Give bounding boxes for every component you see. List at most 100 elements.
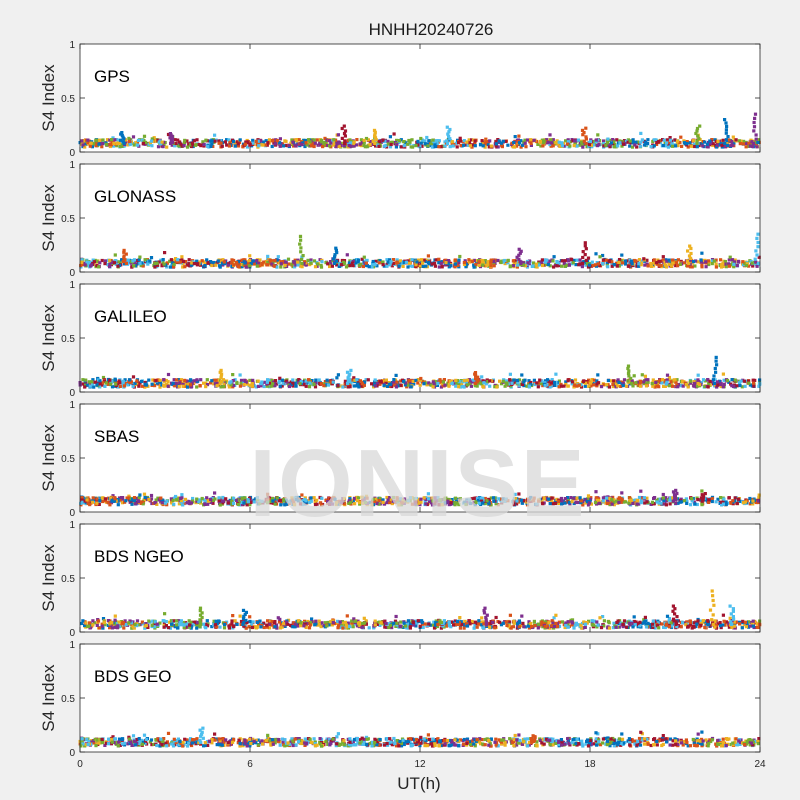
data-point [85,500,89,504]
data-point [540,258,544,262]
data-point [240,502,244,507]
data-point [462,143,466,147]
data-point [190,263,194,267]
data-point [520,373,524,377]
spike-point [123,258,127,262]
data-point [362,496,366,500]
data-point [498,379,502,383]
data-point [90,145,94,149]
data-point [106,382,110,386]
data-point [317,378,321,382]
data-point [352,376,356,380]
data-point [388,135,392,139]
data-point [90,500,94,504]
data-point [438,498,442,502]
data-point [486,379,490,384]
data-point [172,378,176,382]
data-point [681,384,685,388]
data-point [124,381,128,386]
data-point [160,263,164,267]
data-point [101,138,105,142]
spike-point [446,132,450,136]
data-point [574,500,578,505]
data-point [692,260,696,264]
data-point [401,499,405,503]
data-point [190,144,194,149]
data-point [560,144,564,148]
data-point [453,262,457,266]
data-point [121,380,125,384]
data-point [322,140,326,144]
data-point [309,261,313,265]
data-point [292,260,296,264]
data-point [649,502,653,506]
data-point [79,263,83,268]
data-point [318,258,322,262]
data-point [500,143,504,147]
data-point [543,260,547,264]
data-point [638,144,643,148]
spike-point [756,232,760,236]
data-point [368,142,372,147]
data-point [199,501,203,505]
data-point [100,383,104,387]
data-point [91,378,95,382]
data-point [612,263,617,267]
data-point [424,264,428,268]
spike-point [724,138,728,142]
data-point [467,258,471,262]
data-point [81,500,85,505]
data-point [348,138,352,142]
spike-point [701,497,705,501]
data-point [473,503,477,507]
data-point [88,144,92,148]
data-point [265,501,269,505]
data-point [388,258,392,262]
data-point [736,259,741,263]
data-point [212,378,216,382]
data-point [204,138,208,142]
data-point [699,258,703,262]
data-point [489,620,493,624]
data-point [560,502,564,506]
data-point [155,261,159,265]
data-point [345,253,349,257]
data-point [143,258,147,262]
data-point [347,261,351,265]
spike-point [756,245,760,249]
data-point [265,263,269,267]
data-point [385,501,389,505]
data-point [268,381,272,385]
data-point [313,385,318,389]
data-point [565,142,570,146]
data-point [271,382,275,386]
data-point [757,384,761,388]
spike-point [298,242,302,246]
data-point [403,497,407,501]
data-point [293,265,297,269]
data-point [97,265,101,269]
data-point [725,141,729,145]
data-point [208,381,213,385]
spike-point [695,141,699,145]
data-point [174,257,178,261]
data-point [491,496,496,500]
data-point [172,264,176,268]
data-point [676,143,680,148]
data-point [347,144,351,148]
data-point [640,373,644,377]
data-point [564,139,568,143]
data-point [474,500,478,504]
data-point [560,264,564,268]
data-point [520,501,524,505]
data-point [635,499,639,503]
data-point [165,261,169,265]
data-point [637,262,641,266]
data-point [610,379,614,383]
data-point [381,379,385,383]
data-point [104,381,108,385]
data-point [545,258,549,262]
data-point [234,498,239,502]
data-point [309,258,313,262]
